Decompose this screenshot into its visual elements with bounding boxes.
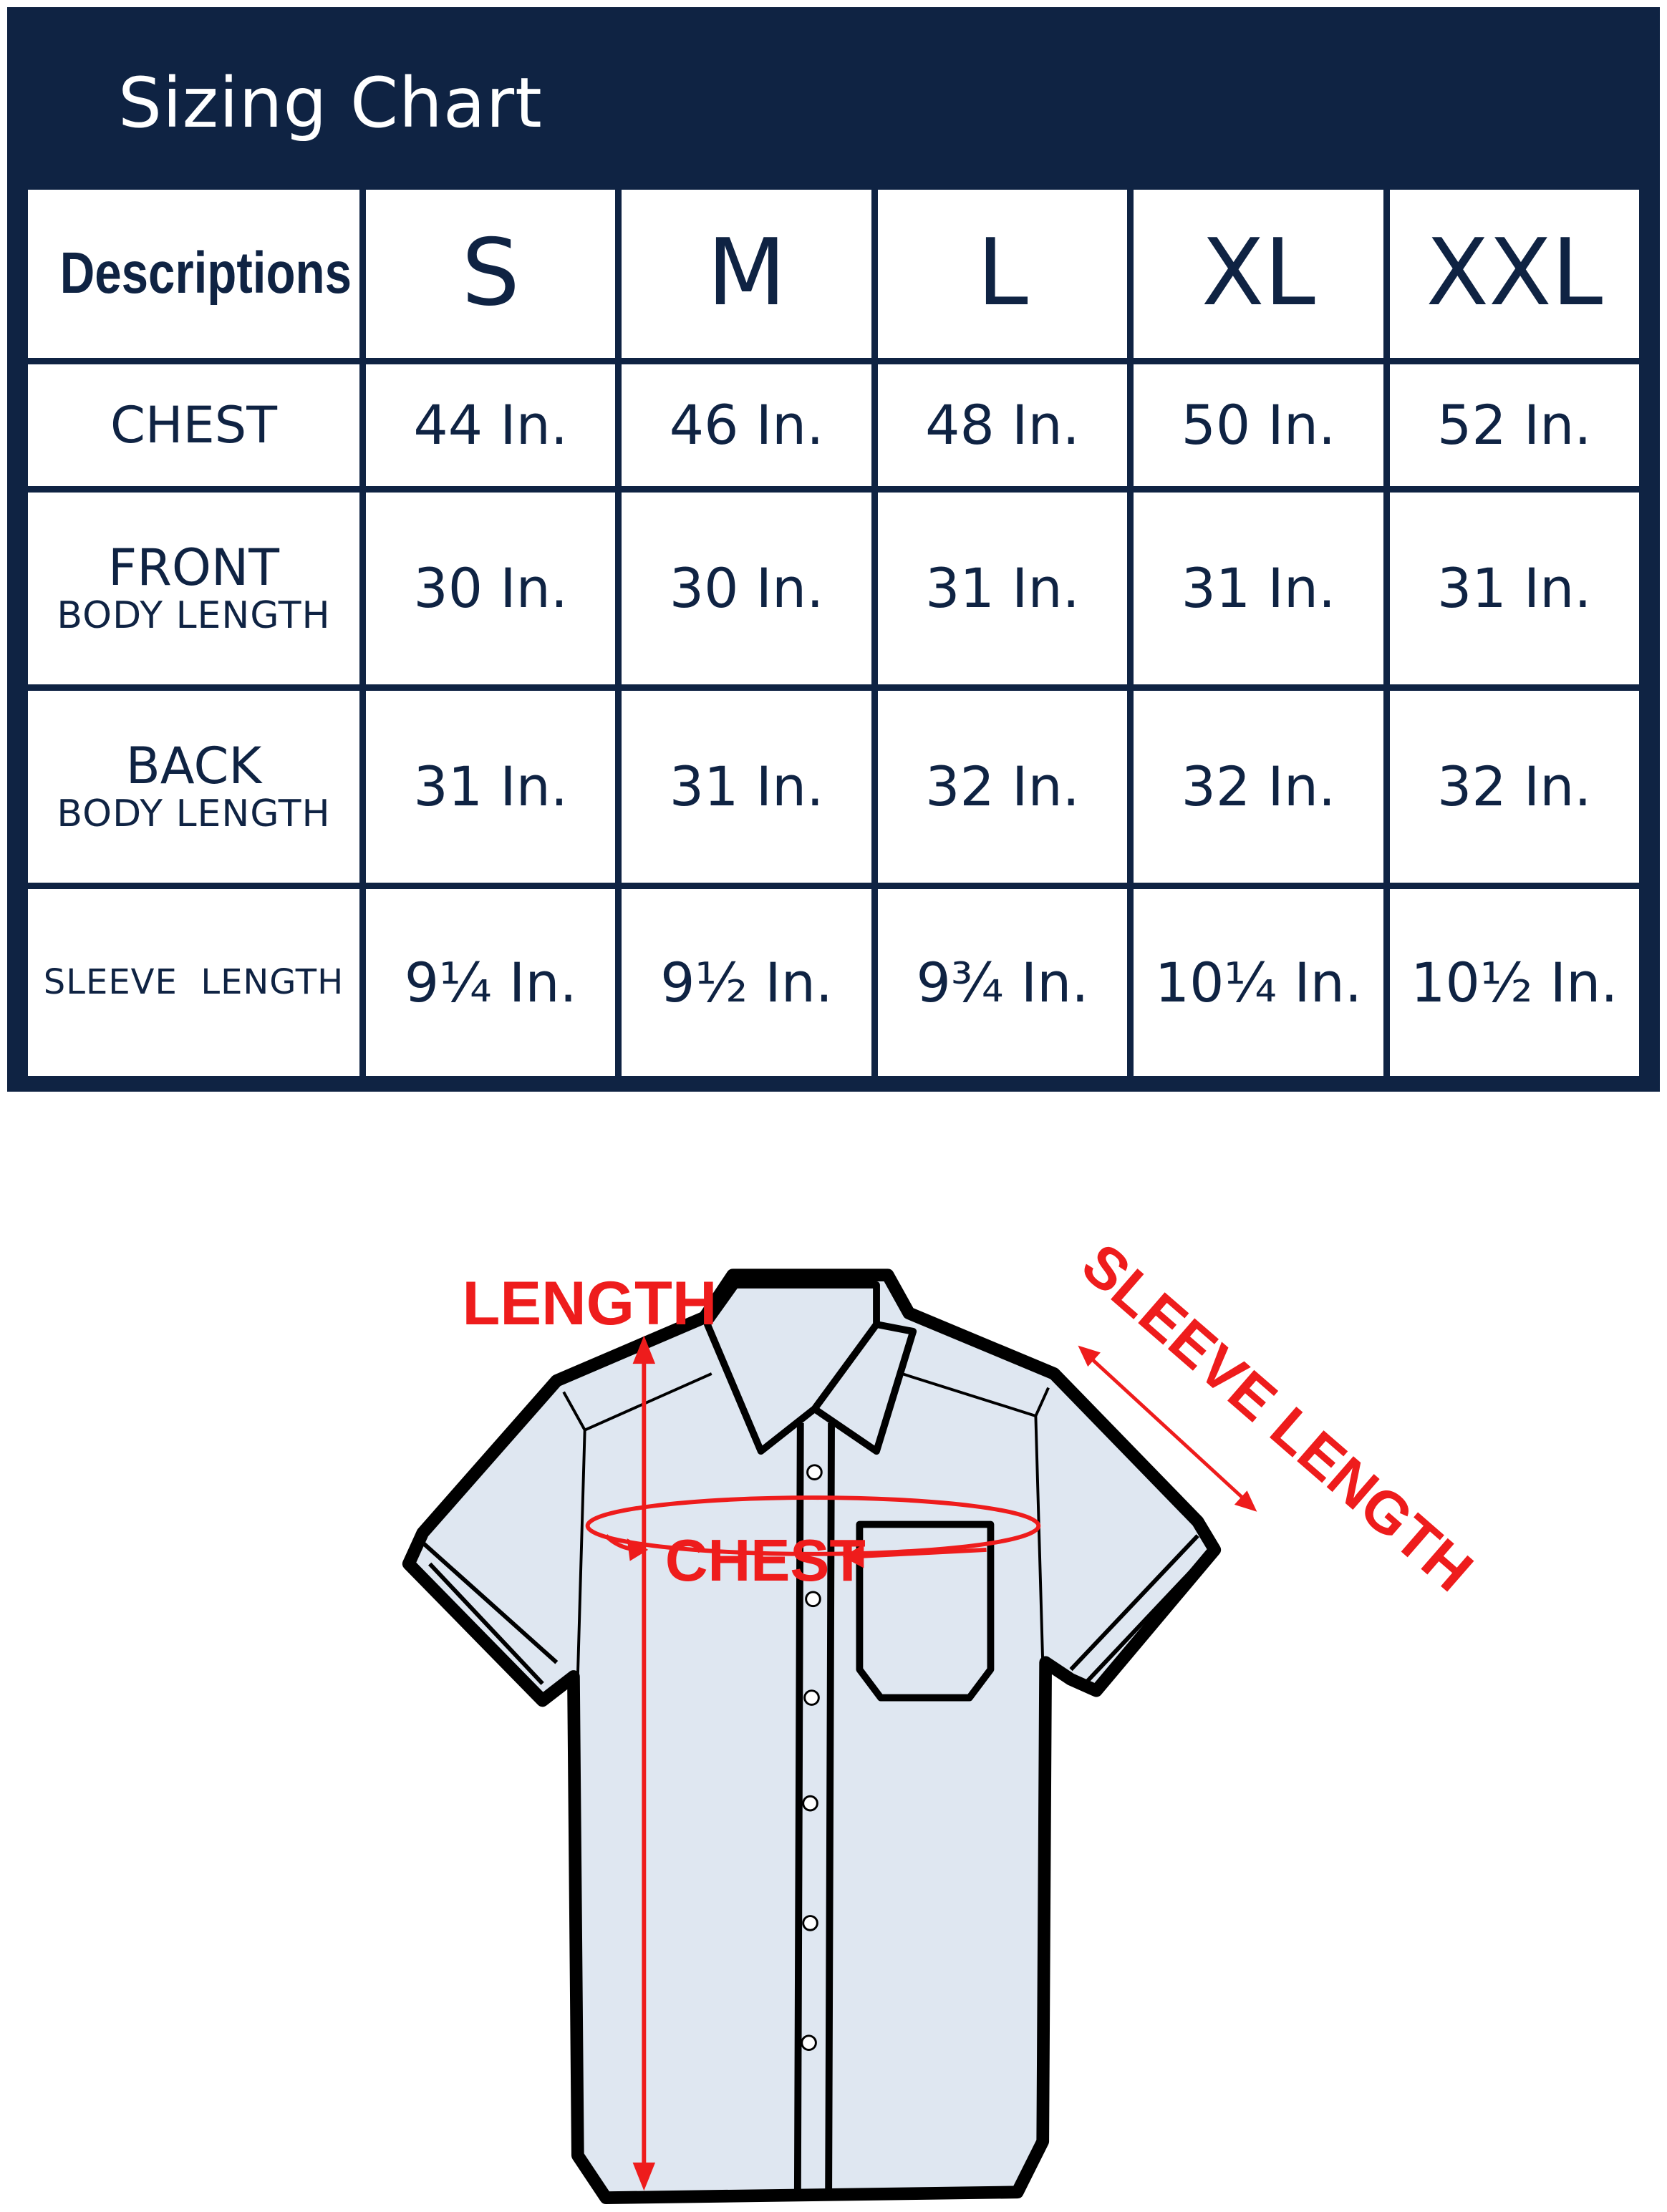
table-row-sleeve-length: SLEEVE LENGTH 9¼ In. 9½ In. 9¾ In. 10¼ I… [21,883,1646,1082]
shirt-measurement-diagram: LENGTH CHEST SLEEVE LENGTH [402,1231,1485,2204]
cuffs [421,1534,1207,1685]
row-label: FRONT BODY LENGTH [21,486,366,692]
length-label: LENGTH [462,1269,717,1338]
row-label: BACK BODY LENGTH [21,684,366,889]
cell: 9¼ In. [359,883,622,1082]
row-label: SLEEVE LENGTH [21,883,366,1082]
cell: 31 In. [615,684,878,889]
yoke-seams [562,1372,1050,1677]
header-size-xl: XL [1127,183,1390,364]
cell: 52 In. [1383,357,1646,493]
size-table: Descriptions S M L XL XXL CHEST 44 In. 4… [21,183,1646,1082]
table-row-front-body-length: FRONT BODY LENGTH 30 In. 30 In. 31 In. 31… [21,486,1646,692]
table-row-back-body-length: BACK BODY LENGTH 31 In. 31 In. 32 In. 32 … [21,684,1646,889]
shirt-body [402,1268,1222,2204]
header-size-s: S [359,183,622,364]
table-row-chest: CHEST 44 In. 46 In. 48 In. 50 In. 52 In. [21,357,1646,493]
cell: 50 In. [1127,357,1390,493]
cell: 9½ In. [615,883,878,1082]
cell: 32 In. [871,684,1134,889]
cell: 31 In. [871,486,1134,692]
cell: 31 In. [359,684,622,889]
cell: 32 In. [1383,684,1646,889]
header-descriptions: Descriptions [21,183,366,364]
chest-ellipse [585,1495,1041,1556]
shirt-illustration [402,1268,1222,2204]
cell: 31 In. [1127,486,1390,692]
header-size-xxl: XXL [1383,183,1646,364]
cell: 10½ In. [1383,883,1646,1082]
row-label: CHEST [21,357,366,493]
cell: 44 In. [359,357,622,493]
cell: 46 In. [615,357,878,493]
cell: 48 In. [871,357,1134,493]
header-size-l: L [871,183,1134,364]
collar [703,1281,917,1455]
cell: 30 In. [359,486,622,692]
sizing-chart: Sizing Chart Descriptions S M L XL XXL C… [7,7,1660,1092]
cell: 30 In. [615,486,878,692]
chart-title: Sizing Chart [118,63,543,143]
cell: 31 In. [1383,486,1646,692]
pocket [856,1520,995,1702]
cell: 9¾ In. [871,883,1134,1082]
chest-label: CHEST [665,1527,866,1593]
cell: 32 In. [1127,684,1390,889]
header-row: Descriptions S M L XL XXL [21,183,1646,364]
cell: 10¼ In. [1127,883,1390,1082]
header-size-m: M [615,183,878,364]
buttons [801,1464,823,2051]
sleeve-length-arrow [1086,1354,1249,1503]
